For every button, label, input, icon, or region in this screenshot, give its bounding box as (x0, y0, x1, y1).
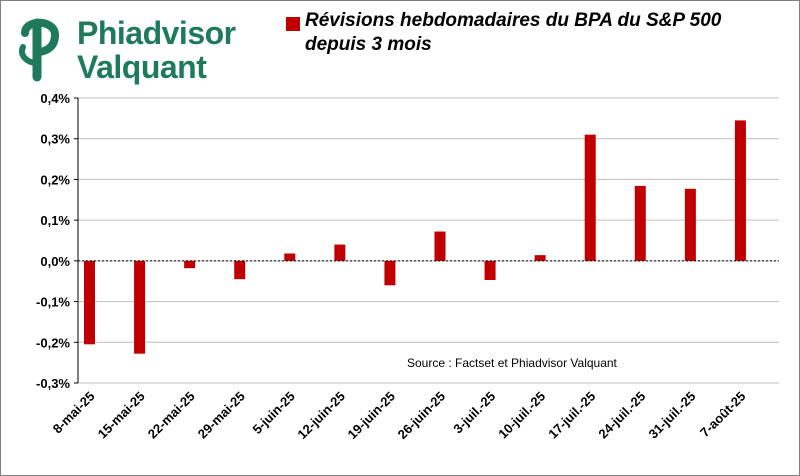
x-tick-label: 8-mai-25 (50, 389, 98, 437)
x-tick-label: 22-mai-25 (145, 389, 198, 442)
y-tick-label: 0,3% (40, 132, 70, 147)
x-tick-label: 10-juil.-25 (495, 389, 548, 442)
bar (234, 260, 246, 280)
x-tick-label: 31-juil.-25 (645, 389, 698, 442)
x-tick-label: 24-juil.-25 (595, 389, 648, 442)
y-tick-label: -0,1% (36, 295, 70, 310)
legend-label: Révisions hebdomadaires du BPA du S&P 50… (305, 10, 722, 55)
bar (84, 260, 95, 345)
bar (184, 260, 196, 269)
bar (484, 260, 496, 280)
x-tick-label: 26-juin-25 (395, 389, 449, 443)
legend-swatch (286, 17, 300, 31)
x-tick-label: 12-juin-25 (294, 389, 348, 443)
bar (684, 188, 696, 261)
y-tick-label: 0,0% (40, 254, 70, 269)
chart-legend: Révisions hebdomadaires du BPA du S&P 50… (281, 9, 791, 65)
bar (334, 244, 346, 261)
source-annotation: Source : Factset et Phiadvisor Valquant (407, 356, 618, 370)
logo: Phiadvisor Valquant (15, 11, 255, 85)
x-tick-label: 5-juin-25 (249, 389, 297, 437)
x-tick-label: 3-juil.-25 (450, 389, 498, 437)
bar (134, 260, 146, 354)
y-tick-label: -0,3% (36, 376, 70, 391)
x-tick-label: 29-mai-25 (195, 389, 248, 442)
logo-text-line1: Phiadvisor (77, 15, 236, 51)
x-tick-label: 7-août-25 (697, 389, 748, 440)
x-tick-label: 17-juil.-25 (545, 389, 598, 442)
x-tick-label: 15-mai-25 (95, 389, 148, 442)
logo-text-line2: Valquant (77, 49, 207, 85)
bar (434, 231, 446, 261)
y-tick-label: 0,4% (40, 91, 70, 106)
y-tick-label: 0,2% (40, 172, 70, 187)
bar (734, 120, 746, 261)
y-tick-label: -0,2% (36, 335, 70, 350)
y-tick-label: 0,1% (40, 213, 70, 228)
logo-mark-icon (19, 18, 60, 82)
bar (534, 255, 546, 261)
bar (634, 185, 646, 261)
bar (584, 134, 596, 261)
x-tick-label: 19-juin-25 (345, 389, 399, 443)
bar (384, 260, 396, 286)
bar (284, 253, 296, 261)
